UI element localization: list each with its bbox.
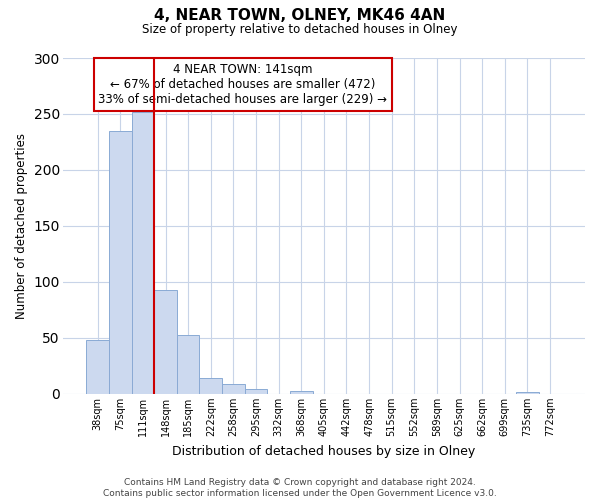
Text: 4, NEAR TOWN, OLNEY, MK46 4AN: 4, NEAR TOWN, OLNEY, MK46 4AN [154,8,446,22]
Bar [109,131,131,394]
Bar [131,112,154,394]
Text: Contains HM Land Registry data © Crown copyright and database right 2024.
Contai: Contains HM Land Registry data © Crown c… [103,478,497,498]
Bar [199,378,222,394]
Bar [222,384,245,394]
Text: 4 NEAR TOWN: 141sqm
← 67% of detached houses are smaller (472)
33% of semi-detac: 4 NEAR TOWN: 141sqm ← 67% of detached ho… [98,63,388,106]
X-axis label: Distribution of detached houses by size in Olney: Distribution of detached houses by size … [172,444,475,458]
Bar [154,290,177,394]
Text: Size of property relative to detached houses in Olney: Size of property relative to detached ho… [142,22,458,36]
Bar [516,392,539,394]
Bar [245,390,268,394]
Bar [177,334,199,394]
Bar [86,340,109,394]
Y-axis label: Number of detached properties: Number of detached properties [15,133,28,319]
Bar [290,390,313,394]
